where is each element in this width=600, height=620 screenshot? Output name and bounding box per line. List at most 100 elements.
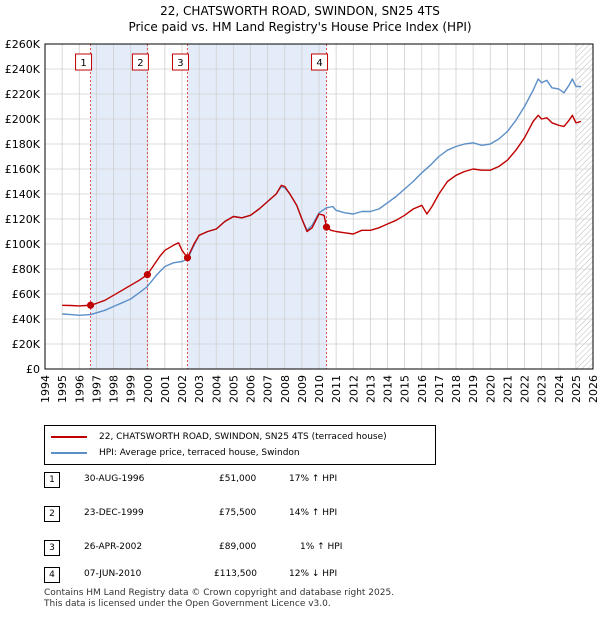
x-tick-label: 2019 [467,375,480,403]
sale-number: 1 [44,472,60,488]
sale-marker-label: 2 [137,58,143,69]
x-tick-label: 2022 [519,375,532,403]
y-tick-label: £220K [5,88,41,101]
x-tick-label: 2017 [433,375,446,403]
x-tick-label: 1996 [73,375,86,403]
y-tick-label: £80K [12,263,41,276]
y-tick-label: £100K [5,238,41,251]
x-tick-label: 1994 [39,375,52,403]
sale-number: 4 [44,567,60,583]
y-tick-label: £240K [5,63,41,76]
property-price-line [62,114,582,307]
x-tick-label: 2011 [330,375,343,403]
x-tick-label: 2013 [364,375,377,403]
y-tick-label: £20K [12,338,41,351]
sale-row: 1 30-AUG-1996 £51,000 17% ↑ HPI [44,472,414,488]
x-tick-label: 2023 [536,375,549,403]
sale-marker-box [311,53,329,71]
sale-price: £51,000 [219,474,257,484]
y-tick-label: £180K [5,138,41,151]
legend-label-property: 22, CHATSWORTH ROAD, SWINDON, SN25 4TS (… [99,432,387,442]
y-tick-label: £0 [26,363,40,376]
x-tick-label: 1997 [90,375,103,403]
sale-hpi-diff: 14% ↑ HPI [289,508,338,518]
shaded-range [187,44,327,369]
y-axis: £0 £20K £40K £60K £80K £100K £120K £140K £160K £1… [5,38,41,376]
forecast-hatch [575,44,593,369]
sale-price: £75,500 [219,508,257,518]
sale-number: 3 [44,540,60,556]
x-axis: 1994 1995 1996 1997 1998 1999 2000 2001 2002 2003… [39,43,600,403]
legend-swatch-hpi [51,452,87,454]
legend: 22, CHATSWORTH ROAD, SWINDON, SN25 4TS (… [44,425,436,465]
shaded-range [90,44,148,369]
x-tick-label: 2014 [382,375,395,403]
chart-subtitle: Price paid vs. HM Land Registry's House … [128,20,471,34]
legend-item-hpi: HPI: Average price, terraced house, Swin… [51,446,300,460]
x-tick-label: 2002 [176,375,189,403]
sale-point [86,301,95,309]
sale-hpi-diff: 17% ↑ HPI [289,474,338,484]
series-lines [62,78,582,316]
price-chart: 22, CHATSWORTH ROAD, SWINDON, SN25 4TS P… [5,4,600,403]
sale-marker-box [171,53,189,71]
licence-notice: This data is licensed under the Open Gov… [44,599,331,609]
x-tick-label: 2024 [553,375,566,403]
y-tick-label: £140K [5,188,41,201]
sale-row: 2 23-DEC-1999 £75,500 14% ↑ HPI [44,506,414,522]
sale-marker-box [75,53,93,71]
sale-point [143,271,152,279]
sale-date: 26-APR-2002 [84,542,143,552]
y-tick-label: £40K [12,313,41,326]
x-tick-label: 1999 [125,375,138,403]
plot-border [44,43,594,370]
x-tick-label: 2016 [416,375,429,403]
sale-hpi-diff: 12% ↓ HPI [289,569,338,579]
sale-period-shading [90,44,593,369]
sale-number-boxes: 1 2 3 4 [75,53,329,71]
sale-marker-box [131,53,149,71]
chart-title: 22, CHATSWORTH ROAD, SWINDON, SN25 4TS [160,4,440,18]
sale-points [86,223,331,309]
legend-item-property: 22, CHATSWORTH ROAD, SWINDON, SN25 4TS (… [51,430,387,444]
x-tick-label: 2025 [570,375,583,403]
y-tick-label: £200K [5,113,41,126]
x-tick-label: 2026 [587,375,600,403]
x-tick-label: 1998 [108,375,121,403]
x-tick-label: 2004 [210,375,223,403]
sale-marker-label: 3 [177,58,183,69]
legend-label-hpi: HPI: Average price, terraced house, Swin… [99,448,300,458]
x-tick-label: 2021 [501,375,514,403]
y-tick-label: £60K [12,288,41,301]
x-tick-label: 2010 [313,375,326,403]
x-tick-label: 2008 [279,375,292,403]
sale-marker-label: 1 [80,58,86,69]
sale-price: £89,000 [219,542,257,552]
sale-row: 4 07-JUN-2010 £113,500 12% ↓ HPI [44,567,414,583]
y-tick-label: £120K [5,213,41,226]
x-tick-label: 2020 [484,375,497,403]
x-tick-label: 2001 [159,375,172,403]
sale-number: 2 [44,506,60,522]
x-tick-label: 2005 [227,375,240,403]
sale-date: 23-DEC-1999 [84,508,144,518]
x-tick-label: 2015 [399,375,412,403]
sale-point [322,223,331,231]
y-tick-label: £160K [5,163,41,176]
x-tick-label: 2018 [450,375,463,403]
y-tick-label: £260K [5,38,41,51]
sale-price: £113,500 [214,569,257,579]
sale-hpi-diff: 1% ↑ HPI [300,542,343,552]
x-tick-label: 2007 [262,375,275,403]
x-tick-label: 1995 [56,375,69,403]
x-tick-label: 2009 [296,375,309,403]
legend-swatch-property [51,436,87,438]
x-tick-label: 2006 [245,375,258,403]
copyright-notice: Contains HM Land Registry data © Crown c… [44,588,395,598]
footer: Contains HM Land Registry data © Crown c… [44,588,394,610]
sale-date: 30-AUG-1996 [84,474,145,484]
sale-marker-label: 4 [316,58,322,69]
sale-date: 07-JUN-2010 [84,569,142,579]
hpi-line [62,78,581,316]
x-tick-label: 2000 [142,375,155,403]
